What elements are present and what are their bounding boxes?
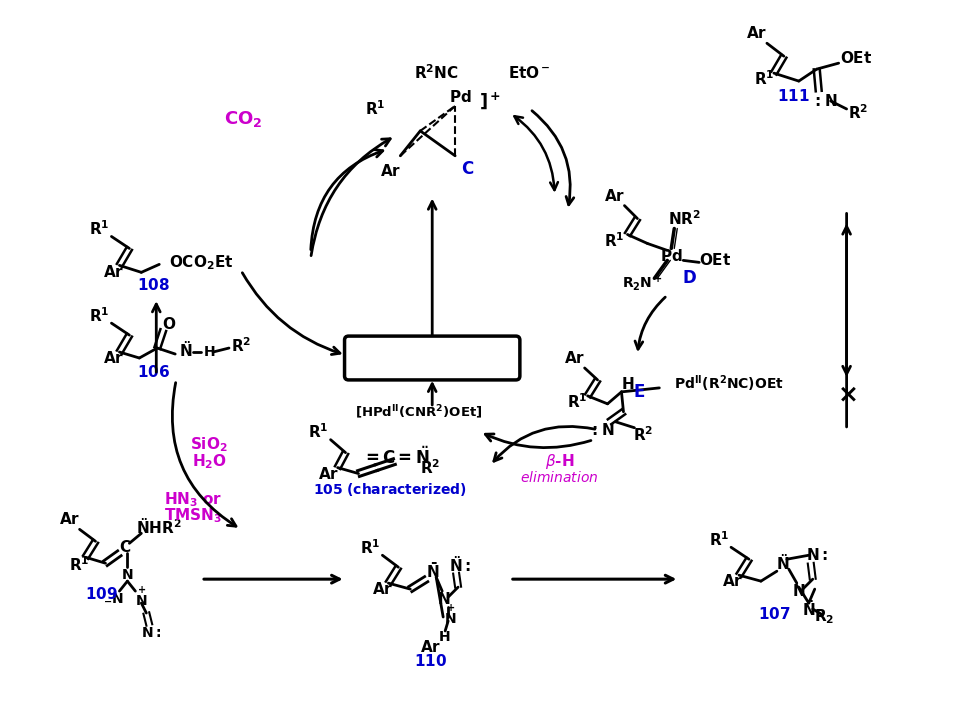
Text: $\mathbf{TMSN_3}$: $\mathbf{TMSN_3}$ [165,506,222,525]
Text: $\mathbf{\bar{N}}$: $\mathbf{\bar{N}}$ [426,561,439,581]
Text: $\mathbf{H_2O}$: $\mathbf{H_2O}$ [192,452,227,471]
Text: $\mathbf{\times}$: $\mathbf{\times}$ [837,383,856,407]
Text: $\mathbf{R^1}$: $\mathbf{R^1}$ [360,538,381,557]
Text: $\mathbf{SiO_2}$: $\mathbf{SiO_2}$ [190,436,228,454]
Text: $\mathbf{R^1}$: $\mathbf{R^1}$ [568,392,588,411]
Text: $\mathbf{105\ (characterized)}$: $\mathbf{105\ (characterized)}$ [314,481,468,498]
Text: $\mathbf{R^1}$: $\mathbf{R^1}$ [69,555,90,574]
Text: $\mathbf{N}$: $\mathbf{N}$ [121,568,133,582]
Text: $\mathbf{Ar}$: $\mathbf{Ar}$ [103,264,124,280]
Text: $\mathbf{Pd}$: $\mathbf{Pd}$ [449,89,471,105]
Text: $\mathbf{=C=\ddot{N}}$: $\mathbf{=C=\ddot{N}}$ [361,447,430,468]
Text: $\mathbf{R^2}$: $\mathbf{R^2}$ [231,337,251,356]
Text: $\mathbf{EtO^-}$: $\mathbf{EtO^-}$ [508,65,551,81]
Text: $\mathbf{107}$: $\mathbf{107}$ [758,606,790,622]
Text: $\mathbf{:N}$: $\mathbf{:N}$ [812,93,838,109]
Text: $\mathbf{E}$: $\mathbf{E}$ [633,383,646,401]
Text: $\mathbf{R^1}$: $\mathbf{R^1}$ [90,306,110,325]
Text: $\mathbf{\ddot{N}}$: $\mathbf{\ddot{N}}$ [179,340,193,360]
Text: $\mathbf{R^2NC}$: $\mathbf{R^2NC}$ [414,64,459,83]
Text: $\mathbf{R^1}$: $\mathbf{R^1}$ [604,231,624,250]
Text: $\mathbf{_{-}N}$: $\mathbf{_{-}N}$ [103,590,124,604]
FancyBboxPatch shape [345,336,520,380]
Text: $\mathbf{111}$: $\mathbf{111}$ [777,88,810,104]
Text: $\mathbf{106}$: $\mathbf{106}$ [136,364,169,380]
Text: $\mathbf{:N}$: $\mathbf{:N}$ [589,422,615,438]
Text: $\mathbf{C}$: $\mathbf{C}$ [462,160,474,178]
Text: $\mathbf{R^2}$: $\mathbf{R^2}$ [848,104,869,122]
Text: $\mathbf{Ar}$: $\mathbf{Ar}$ [380,163,401,179]
Text: $\mathbf{Ar}$: $\mathbf{Ar}$ [318,466,339,482]
Text: $\mathbf{]^+}$: $\mathbf{]^+}$ [479,91,501,112]
Text: $\mathbf{R_2N^+}$: $\mathbf{R_2N^+}$ [622,274,662,293]
Text: $\mathit{\beta}$-$\mathbf{H}$: $\mathit{\beta}$-$\mathbf{H}$ [545,452,575,471]
Text: $\mathbf{\ddot{N}}$: $\mathbf{\ddot{N}}$ [776,553,790,573]
Text: $\mathbf{Pd^{II}(R^2NC)OEt}$: $\mathbf{Pd^{II}(R^2NC)OEt}$ [674,374,784,395]
Text: $\mathbf{R^2}$: $\mathbf{R^2}$ [420,458,440,477]
Text: $\mathbf{OEt}$: $\mathbf{OEt}$ [699,253,731,269]
Text: $\mathbf{N:}$: $\mathbf{N:}$ [805,547,828,563]
Text: $\mathbf{H}$: $\mathbf{H}$ [620,376,634,392]
Text: $\mathbf{\ddot{N}}$: $\mathbf{\ddot{N}}$ [802,599,815,619]
Text: $\mathbf{R_2}$: $\mathbf{R_2}$ [814,608,835,626]
Text: $\mathbf{Ar}$: $\mathbf{Ar}$ [564,350,585,366]
Text: $\mathbf{Ar}$: $\mathbf{Ar}$ [59,511,80,527]
Text: $\mathbf{HN_3\ or}$: $\mathbf{HN_3\ or}$ [164,490,222,509]
Text: $\mathbf{R^1}$: $\mathbf{R^1}$ [309,423,329,441]
Text: $\mathbf{CO_2}$: $\mathbf{CO_2}$ [224,109,262,129]
Text: $\mathbf{NR^2}$: $\mathbf{NR^2}$ [667,210,701,228]
Text: $\mathbf{Ar}$: $\mathbf{Ar}$ [103,350,124,366]
Text: $\mathbf{D}$: $\mathbf{D}$ [682,269,696,287]
Text: $\mathbf{O}$: $\mathbf{O}$ [162,316,176,332]
Text: $\mathbf{108}$: $\mathbf{108}$ [137,277,169,293]
Text: $\mathbf{109}$: $\mathbf{109}$ [85,586,118,602]
Text: $\mathbf{N}$: $\mathbf{N}$ [437,591,451,607]
Text: $\mathbf{Ar}$: $\mathbf{Ar}$ [746,25,768,41]
Text: $\mathbf{R^1}$: $\mathbf{R^1}$ [90,219,110,238]
Text: $\mathit{elimination}$: $\mathit{elimination}$ [520,470,599,485]
Text: $\mathbf{R^1}$: $\mathbf{R^1}$ [365,99,386,118]
Text: $\mathbf{C}$: $\mathbf{C}$ [119,539,131,555]
Text: $\mathbf{OEt}$: $\mathbf{OEt}$ [841,50,873,66]
Text: $\mathbf{H}$: $\mathbf{H}$ [203,345,215,359]
Text: $\mathbf{Ar}$: $\mathbf{Ar}$ [723,573,744,589]
Text: $\mathbf{Pd}$: $\mathbf{Pd}$ [660,248,683,264]
Text: $\mathbf{[HPd^{II}(CNR^2)OEt]}$: $\mathbf{[HPd^{II}(CNR^2)OEt]}$ [355,403,482,420]
Text: $\overset{\mathbf{+}}{\mathbf{N}}$: $\overset{\mathbf{+}}{\mathbf{N}}$ [444,603,457,627]
Text: $\mathbf{[(R^2NC)_nPd]}$: $\mathbf{[(R^2NC)_nPd]}$ [381,347,483,369]
Text: $\mathbf{110}$: $\mathbf{110}$ [414,653,447,669]
Text: $\mathbf{Ar}$: $\mathbf{Ar}$ [420,639,441,655]
Text: $\mathbf{Ar}$: $\mathbf{Ar}$ [604,188,625,204]
Text: $\mathbf{N:}$: $\mathbf{N:}$ [141,626,162,640]
Text: $\mathbf{\ddot{N}:}$: $\mathbf{\ddot{N}:}$ [449,555,471,575]
Text: $\overset{\mathbf{+}}{\mathbf{N}}$: $\overset{\mathbf{+}}{\mathbf{N}}$ [135,585,147,609]
Text: $\mathbf{Ar}$: $\mathbf{Ar}$ [372,581,393,597]
Text: $\mathbf{R^2}$: $\mathbf{R^2}$ [633,426,654,444]
Text: $\mathbf{H}$: $\mathbf{H}$ [438,630,450,644]
Text: $\mathbf{R^1}$: $\mathbf{R^1}$ [754,70,774,89]
Text: $\mathbf{OCO_2Et}$: $\mathbf{OCO_2Et}$ [169,253,234,271]
Text: $\mathbf{N}$: $\mathbf{N}$ [792,583,805,599]
Text: $\mathbf{R^1}$: $\mathbf{R^1}$ [709,530,730,549]
Text: $\mathbf{\ddot{N}HR^2}$: $\mathbf{\ddot{N}HR^2}$ [136,518,182,537]
